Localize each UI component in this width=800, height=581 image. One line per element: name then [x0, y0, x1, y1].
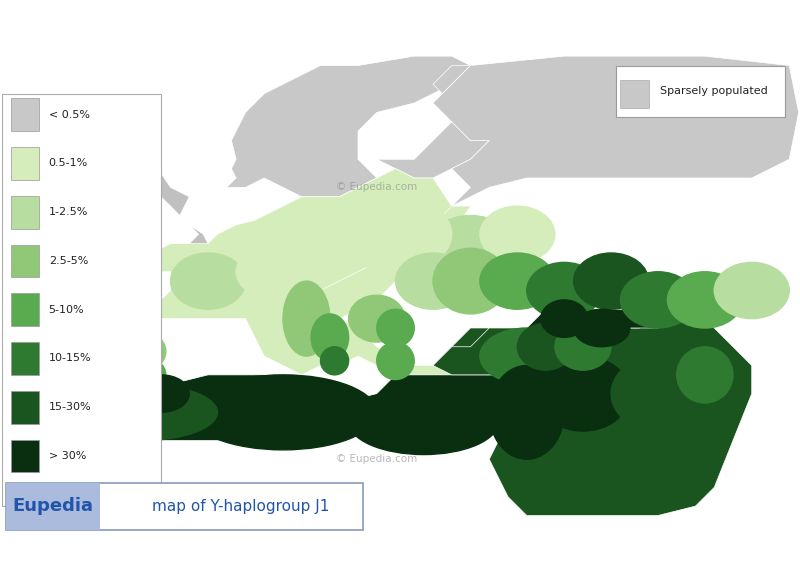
Ellipse shape: [433, 248, 508, 314]
Polygon shape: [433, 56, 798, 206]
Ellipse shape: [311, 314, 349, 361]
Ellipse shape: [236, 248, 292, 295]
Ellipse shape: [339, 197, 452, 272]
Bar: [6, 483, 100, 529]
Bar: [11, 147, 39, 180]
Ellipse shape: [321, 347, 349, 375]
Ellipse shape: [621, 272, 695, 328]
Text: © Eupedia.com: © Eupedia.com: [336, 182, 418, 192]
Text: Eupedia: Eupedia: [13, 497, 94, 515]
Ellipse shape: [133, 375, 190, 413]
Text: 2.5-5%: 2.5-5%: [49, 256, 88, 266]
Bar: [11, 342, 39, 375]
Ellipse shape: [105, 352, 133, 379]
Ellipse shape: [377, 342, 414, 379]
Ellipse shape: [518, 323, 574, 370]
Ellipse shape: [377, 309, 414, 347]
Bar: [616, 66, 785, 117]
Polygon shape: [377, 66, 490, 178]
Bar: [11, 293, 39, 326]
Ellipse shape: [395, 253, 470, 309]
Ellipse shape: [480, 253, 555, 309]
Ellipse shape: [480, 206, 555, 263]
Bar: [11, 245, 39, 277]
Bar: [11, 98, 39, 131]
Ellipse shape: [541, 300, 588, 338]
Polygon shape: [0, 103, 67, 131]
Text: map of Y-haplogroup J1: map of Y-haplogroup J1: [152, 498, 329, 514]
Polygon shape: [433, 328, 602, 375]
Ellipse shape: [490, 365, 564, 459]
Bar: [11, 391, 39, 424]
Polygon shape: [105, 168, 546, 384]
Bar: [2, 94, 161, 506]
Ellipse shape: [349, 389, 498, 454]
Polygon shape: [142, 173, 208, 258]
Polygon shape: [321, 206, 470, 318]
Text: < 0.5%: < 0.5%: [49, 110, 90, 120]
Text: > 30%: > 30%: [49, 451, 86, 461]
Polygon shape: [226, 56, 470, 197]
Text: © Eupedia.com: © Eupedia.com: [336, 454, 418, 464]
Ellipse shape: [67, 384, 218, 440]
Ellipse shape: [574, 309, 630, 347]
Ellipse shape: [170, 253, 246, 309]
Ellipse shape: [283, 281, 330, 356]
Bar: [11, 196, 39, 229]
Polygon shape: [526, 309, 677, 347]
Bar: [621, 80, 649, 107]
Polygon shape: [95, 206, 133, 243]
Ellipse shape: [526, 263, 602, 318]
Text: 15-30%: 15-30%: [49, 402, 91, 412]
Ellipse shape: [536, 356, 630, 431]
Text: 0.5-1%: 0.5-1%: [49, 159, 88, 168]
Ellipse shape: [714, 263, 790, 318]
Polygon shape: [2, 375, 526, 440]
Text: Sparsely populated: Sparsely populated: [660, 86, 768, 96]
Text: 5-10%: 5-10%: [49, 304, 84, 315]
Ellipse shape: [424, 216, 518, 290]
Bar: [11, 440, 39, 472]
Ellipse shape: [574, 253, 649, 309]
Ellipse shape: [349, 295, 405, 342]
Text: 10-15%: 10-15%: [49, 353, 91, 364]
Polygon shape: [433, 309, 752, 515]
Ellipse shape: [100, 328, 166, 375]
Ellipse shape: [667, 272, 742, 328]
Ellipse shape: [119, 356, 166, 393]
Text: 1-2.5%: 1-2.5%: [49, 207, 88, 217]
Ellipse shape: [480, 328, 574, 384]
Ellipse shape: [611, 356, 705, 431]
Ellipse shape: [555, 323, 611, 370]
Ellipse shape: [190, 375, 377, 450]
Ellipse shape: [677, 347, 733, 403]
Bar: [6, 483, 362, 529]
